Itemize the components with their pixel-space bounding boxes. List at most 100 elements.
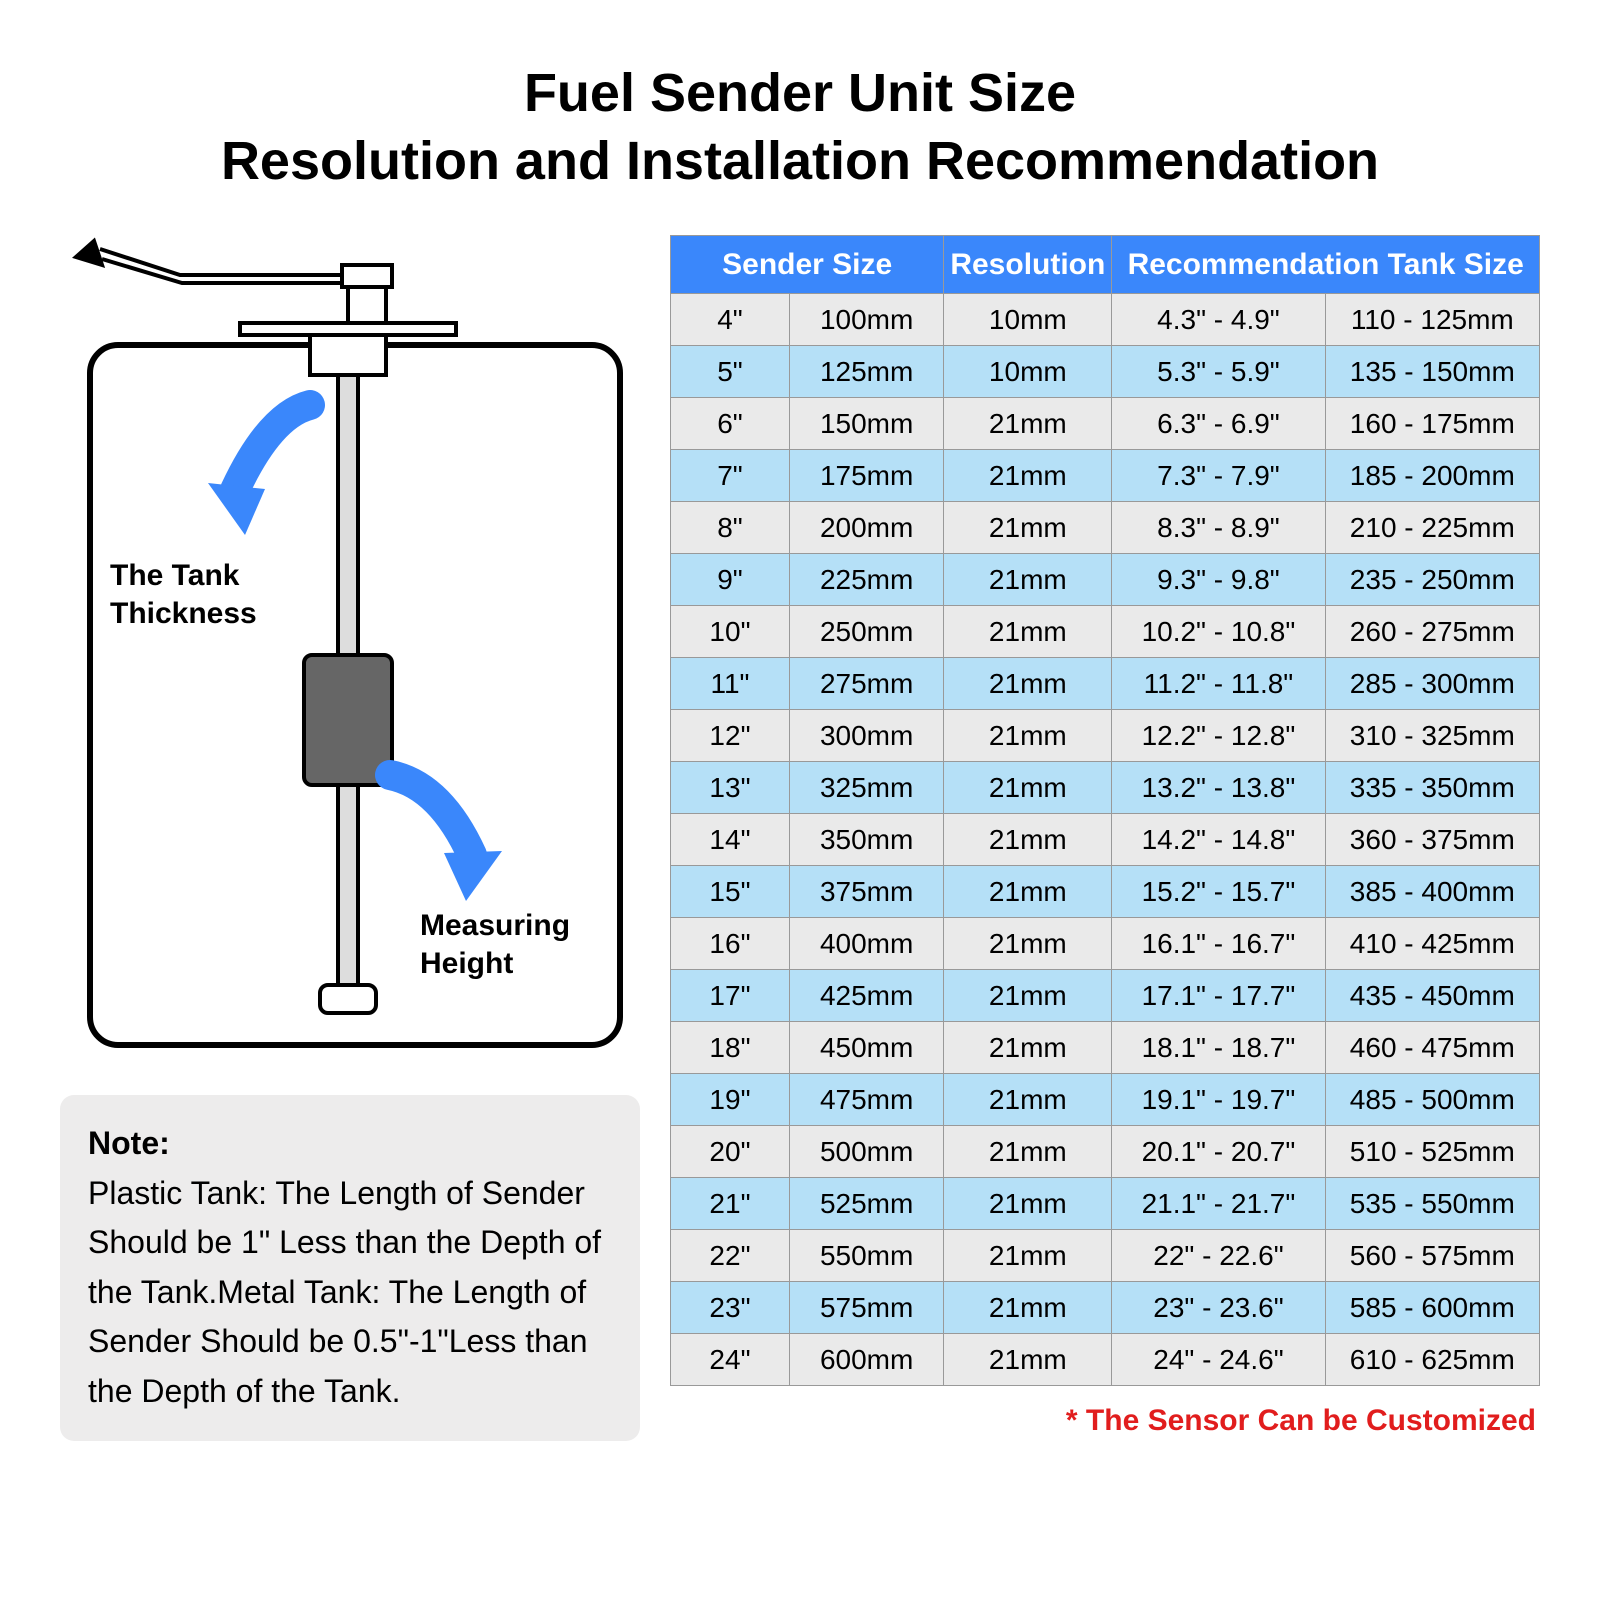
th-resolution: Resolution: [944, 236, 1112, 294]
table-cell: 200mm: [789, 502, 943, 554]
table-row: 24"600mm21mm24" - 24.6"610 - 625mm: [671, 1334, 1540, 1386]
table-cell: 110 - 125mm: [1325, 294, 1539, 346]
table-cell: 21mm: [944, 1126, 1112, 1178]
sensor-cable: [76, 241, 392, 323]
table-row: 22"550mm21mm22" - 22.6"560 - 575mm: [671, 1230, 1540, 1282]
size-table: Sender Size Resolution Recommendation Ta…: [670, 235, 1540, 1386]
table-cell: 20.1" - 20.7": [1112, 1126, 1325, 1178]
table-cell: 21mm: [944, 918, 1112, 970]
table-cell: 610 - 625mm: [1325, 1334, 1539, 1386]
table-cell: 11": [671, 658, 790, 710]
table-cell: 21mm: [944, 1230, 1112, 1282]
table-body: 4"100mm10mm4.3" - 4.9"110 - 125mm5"125mm…: [671, 294, 1540, 1386]
table-cell: 11.2" - 11.8": [1112, 658, 1325, 710]
table-cell: 275mm: [789, 658, 943, 710]
table-row: 4"100mm10mm4.3" - 4.9"110 - 125mm: [671, 294, 1540, 346]
table-cell: 410 - 425mm: [1325, 918, 1539, 970]
table-cell: 18": [671, 1022, 790, 1074]
table-row: 7"175mm21mm7.3" - 7.9"185 - 200mm: [671, 450, 1540, 502]
table-cell: 225mm: [789, 554, 943, 606]
sender-foot: [320, 985, 376, 1013]
table-cell: 19.1" - 19.7": [1112, 1074, 1325, 1126]
table-cell: 475mm: [789, 1074, 943, 1126]
table-cell: 16": [671, 918, 790, 970]
table-row: 16"400mm21mm16.1" - 16.7"410 - 425mm: [671, 918, 1540, 970]
label-height: Measuring Height: [420, 909, 578, 980]
table-cell: 13.2" - 13.8": [1112, 762, 1325, 814]
table-row: 11"275mm21mm11.2" - 11.8"285 - 300mm: [671, 658, 1540, 710]
table-cell: 485 - 500mm: [1325, 1074, 1539, 1126]
left-column: The Tank Thickness Measuring Height Note…: [60, 235, 640, 1441]
table-cell: 325mm: [789, 762, 943, 814]
table-cell: 260 - 275mm: [1325, 606, 1539, 658]
table-cell: 23" - 23.6": [1112, 1282, 1325, 1334]
table-cell: 18.1" - 18.7": [1112, 1022, 1325, 1074]
table-cell: 21mm: [944, 1334, 1112, 1386]
table-cell: 21mm: [944, 1074, 1112, 1126]
th-tank-size: Recommendation Tank Size: [1112, 236, 1540, 294]
arrow-thickness-icon: [208, 405, 310, 535]
table-cell: 12.2" - 12.8": [1112, 710, 1325, 762]
table-cell: 10mm: [944, 294, 1112, 346]
table-cell: 21mm: [944, 762, 1112, 814]
table-header: Sender Size Resolution Recommendation Ta…: [671, 236, 1540, 294]
note-box: Note: Plastic Tank: The Length of Sender…: [60, 1095, 640, 1441]
table-cell: 21.1" - 21.7": [1112, 1178, 1325, 1230]
table-row: 5"125mm10mm5.3" - 5.9"135 - 150mm: [671, 346, 1540, 398]
table-cell: 16.1" - 16.7": [1112, 918, 1325, 970]
table-cell: 9.3" - 9.8": [1112, 554, 1325, 606]
table-cell: 10.2" - 10.8": [1112, 606, 1325, 658]
page-title: Fuel Sender Unit Size Resolution and Ins…: [60, 60, 1540, 195]
title-line-2: Resolution and Installation Recommendati…: [221, 131, 1379, 191]
table-cell: 360 - 375mm: [1325, 814, 1539, 866]
table-row: 6"150mm21mm6.3" - 6.9"160 - 175mm: [671, 398, 1540, 450]
table-cell: 19": [671, 1074, 790, 1126]
table-cell: 425mm: [789, 970, 943, 1022]
table-cell: 24": [671, 1334, 790, 1386]
table-cell: 13": [671, 762, 790, 814]
note-body: Plastic Tank: The Length of Sender Shoul…: [88, 1175, 601, 1409]
table-cell: 335 - 350mm: [1325, 762, 1539, 814]
table-cell: 600mm: [789, 1334, 943, 1386]
table-cell: 185 - 200mm: [1325, 450, 1539, 502]
table-row: 15"375mm21mm15.2" - 15.7"385 - 400mm: [671, 866, 1540, 918]
table-cell: 160 - 175mm: [1325, 398, 1539, 450]
table-cell: 235 - 250mm: [1325, 554, 1539, 606]
table-row: 9"225mm21mm9.3" - 9.8"235 - 250mm: [671, 554, 1540, 606]
table-cell: 450mm: [789, 1022, 943, 1074]
table-cell: 250mm: [789, 606, 943, 658]
table-cell: 5": [671, 346, 790, 398]
table-cell: 7.3" - 7.9": [1112, 450, 1325, 502]
table-cell: 460 - 475mm: [1325, 1022, 1539, 1074]
table-cell: 17.1" - 17.7": [1112, 970, 1325, 1022]
table-cell: 15.2" - 15.7": [1112, 866, 1325, 918]
table-cell: 24" - 24.6": [1112, 1334, 1325, 1386]
table-cell: 385 - 400mm: [1325, 866, 1539, 918]
main-layout: The Tank Thickness Measuring Height Note…: [60, 235, 1540, 1441]
table-cell: 125mm: [789, 346, 943, 398]
table-cell: 21mm: [944, 866, 1112, 918]
table-cell: 550mm: [789, 1230, 943, 1282]
table-cell: 8.3" - 8.9": [1112, 502, 1325, 554]
table-cell: 9": [671, 554, 790, 606]
table-cell: 21mm: [944, 1178, 1112, 1230]
table-cell: 175mm: [789, 450, 943, 502]
table-cell: 21mm: [944, 658, 1112, 710]
table-row: 19"475mm21mm19.1" - 19.7"485 - 500mm: [671, 1074, 1540, 1126]
table-cell: 300mm: [789, 710, 943, 762]
table-cell: 10": [671, 606, 790, 658]
table-cell: 4": [671, 294, 790, 346]
table-cell: 525mm: [789, 1178, 943, 1230]
table-cell: 310 - 325mm: [1325, 710, 1539, 762]
table-row: 23"575mm21mm23" - 23.6"585 - 600mm: [671, 1282, 1540, 1334]
table-cell: 21mm: [944, 710, 1112, 762]
footnote: * The Sensor Can be Customized: [670, 1404, 1540, 1438]
table-cell: 5.3" - 5.9": [1112, 346, 1325, 398]
table-row: 10"250mm21mm10.2" - 10.8"260 - 275mm: [671, 606, 1540, 658]
table-cell: 15": [671, 866, 790, 918]
table-cell: 22" - 22.6": [1112, 1230, 1325, 1282]
table-cell: 210 - 225mm: [1325, 502, 1539, 554]
right-column: Sender Size Resolution Recommendation Ta…: [670, 235, 1540, 1441]
table-cell: 21mm: [944, 606, 1112, 658]
table-cell: 22": [671, 1230, 790, 1282]
